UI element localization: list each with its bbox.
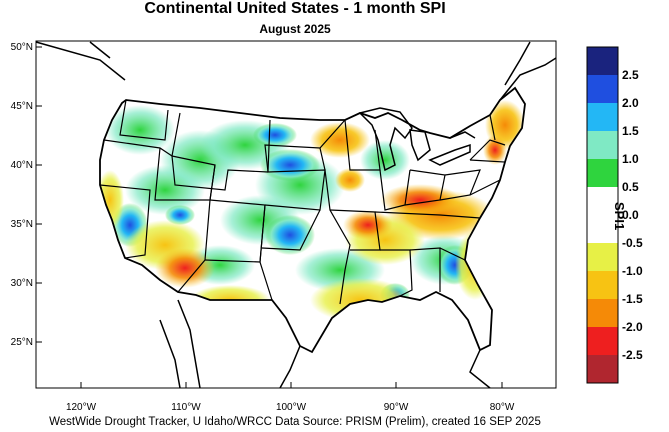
lat-label: 45°N — [11, 101, 33, 112]
colorbar-tick-label: -1.5 — [622, 292, 643, 306]
colorbar-segment — [587, 215, 618, 243]
colorbar-outline — [586, 46, 619, 384]
lat-labels: 50°N 45°N 40°N 35°N 30°N 25°N — [11, 42, 33, 348]
lon-label: 90°W — [384, 402, 409, 413]
colorbar-segment — [587, 159, 618, 187]
colorbar-title: SPI1 — [612, 202, 627, 231]
map-subtitle: August 2025 — [259, 22, 331, 36]
colorbar-tick-label: 2.0 — [622, 96, 639, 110]
colorbar-tick-label: -2.0 — [622, 320, 643, 334]
colorbar-tick-label: 1.5 — [622, 124, 639, 138]
colorbar-tick-label: 1.0 — [622, 152, 639, 166]
colorbar-tick-label: 2.5 — [622, 68, 639, 82]
footer-credit: WestWide Drought Tracker, U Idaho/WRCC D… — [49, 416, 541, 428]
colorbar-segment — [587, 75, 618, 103]
lon-label: 110°W — [171, 402, 201, 413]
colorbar-segment — [587, 299, 618, 327]
colorbar-tick-label: 0.5 — [622, 180, 639, 194]
colorbar-ticks: 2.5 2.0 1.5 1.0 0.5 0.0 -0.5 -1.0 -1.5 -2.0 -2.5 — [622, 68, 643, 362]
lat-label: 50°N — [11, 42, 33, 53]
axis-ticks — [36, 46, 503, 388]
colorbar-segment — [587, 131, 618, 159]
colorbar-tick-label: -2.5 — [622, 348, 643, 362]
coastlines — [35, 41, 557, 389]
colorbar-segment — [587, 243, 618, 271]
lat-label: 30°N — [11, 278, 33, 289]
lon-label: 120°W — [66, 402, 97, 413]
lat-label: 35°N — [11, 219, 33, 230]
colorbar-segment — [587, 327, 618, 355]
lon-label: 100°W — [276, 402, 307, 413]
state-borders — [99, 99, 506, 305]
lat-label: 25°N — [11, 337, 33, 348]
colorbar-segment — [587, 187, 618, 215]
colorbar-tick-label: 0.0 — [622, 208, 639, 222]
colorbar-segment — [587, 103, 618, 131]
colorbar-tick-label: -1.0 — [622, 264, 643, 278]
colorbar-segment — [587, 47, 618, 75]
lat-label: 40°N — [11, 160, 33, 171]
colorbar-segment — [587, 355, 618, 383]
lon-labels: 120°W 110°W 100°W 90°W 80°W — [66, 402, 515, 413]
lon-label: 80°W — [490, 402, 515, 413]
colorbar — [586, 46, 619, 384]
colorbar-segment — [587, 271, 618, 299]
colorbar-tick-label: -0.5 — [622, 236, 643, 250]
map-title: Continental United States - 1 month SPI — [144, 0, 446, 17]
